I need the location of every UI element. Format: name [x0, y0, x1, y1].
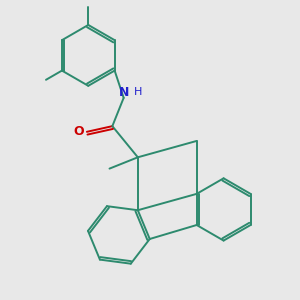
Text: N: N	[118, 86, 129, 99]
Text: H: H	[134, 87, 142, 97]
Text: O: O	[73, 125, 84, 138]
